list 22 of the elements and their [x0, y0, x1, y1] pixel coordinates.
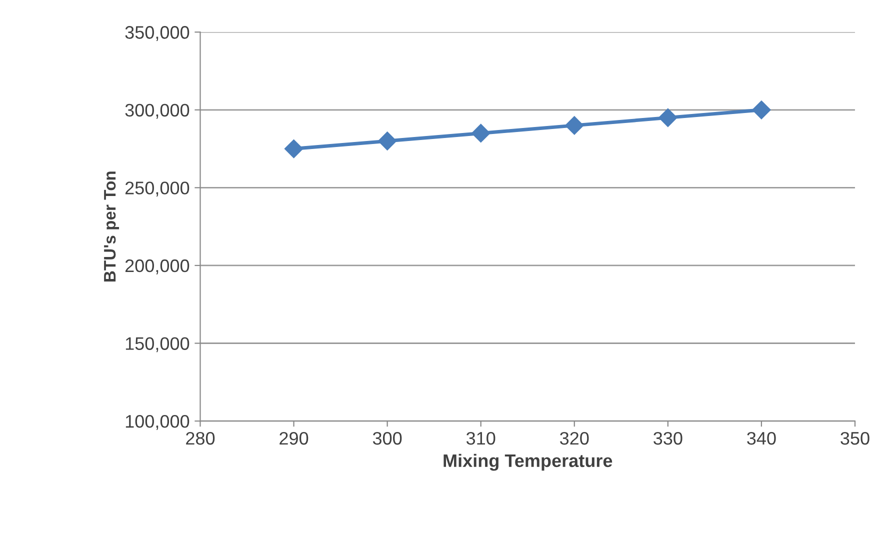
x-axis-title: Mixing Temperature — [444, 454, 612, 471]
y-tick-label: 350,000 — [125, 26, 190, 41]
point — [565, 116, 584, 135]
y-tick-label: 250,000 — [125, 182, 190, 197]
x-tick-label: 350 — [840, 432, 870, 445]
x-tick-label: 310 — [466, 432, 496, 445]
y-tick-label: 150,000 — [126, 337, 190, 352]
point — [752, 100, 771, 120]
x-tick-label: 300 — [372, 432, 402, 445]
point — [658, 108, 678, 128]
y-tick-label: 100,000 — [126, 414, 190, 430]
x-tick-label: 320 — [560, 432, 589, 445]
x-tick-label: 280 — [186, 432, 215, 445]
x-tick-label: 330 — [654, 432, 682, 445]
x-tick-label: 290 — [280, 432, 308, 445]
y-axis-title: BTU's per Ton — [104, 172, 120, 282]
point — [471, 124, 490, 143]
y-tick-label: 200,000 — [125, 259, 190, 274]
point — [284, 139, 304, 158]
point — [378, 132, 397, 150]
x-tick-label: 340 — [747, 432, 776, 445]
y-tick-label: 300,000 — [125, 104, 190, 119]
